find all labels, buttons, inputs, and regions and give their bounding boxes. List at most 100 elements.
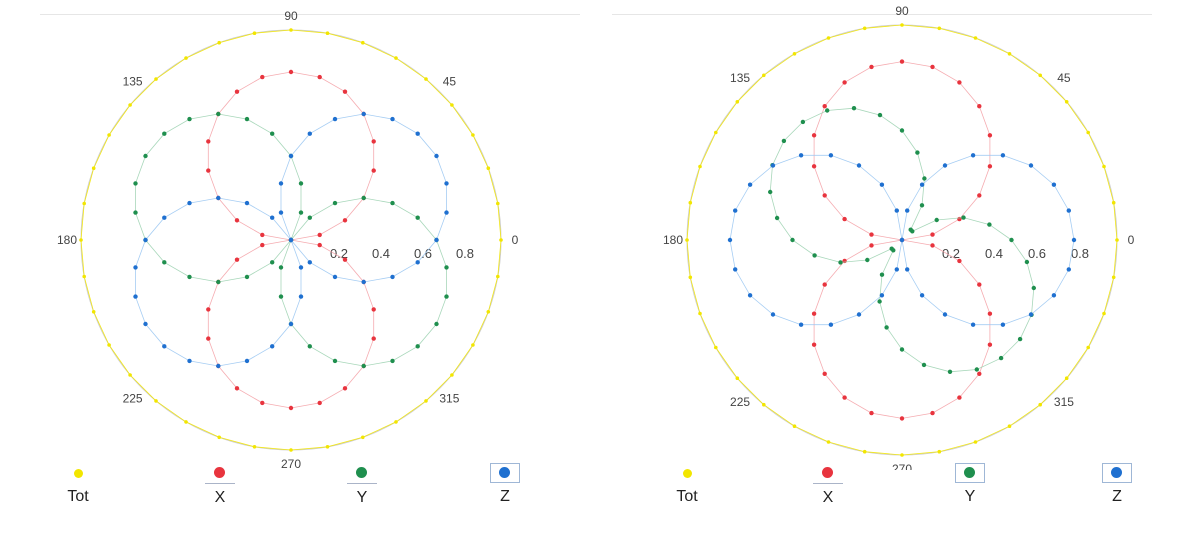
point-y xyxy=(851,106,857,111)
point-tot xyxy=(688,200,693,205)
point-y xyxy=(812,253,817,258)
point-y xyxy=(1031,285,1036,291)
angular-tick-label: 0 xyxy=(1128,233,1135,247)
legend-label-x: X xyxy=(214,489,226,506)
legend-item-x[interactable]: X xyxy=(798,463,858,507)
point-z xyxy=(770,163,776,168)
point-tot xyxy=(496,274,500,279)
legend-label-y: Y xyxy=(356,489,368,506)
point-z xyxy=(288,321,294,327)
point-x xyxy=(842,395,847,400)
point-y xyxy=(1017,336,1023,342)
point-z xyxy=(899,237,905,243)
point-x xyxy=(899,59,905,64)
point-tot xyxy=(973,36,978,40)
point-tot xyxy=(762,73,766,78)
point-x xyxy=(371,307,376,312)
point-y xyxy=(133,210,138,215)
point-tot xyxy=(424,77,428,81)
point-x xyxy=(822,193,827,198)
legend-item-x[interactable]: X xyxy=(190,463,250,507)
point-tot xyxy=(496,201,500,206)
point-x xyxy=(957,395,962,400)
point-y xyxy=(915,150,920,155)
legend-marker-x xyxy=(822,467,833,478)
legend-item-y[interactable]: Y xyxy=(332,463,392,507)
legend-swatch-y xyxy=(347,463,377,484)
point-tot xyxy=(698,311,702,316)
point-z xyxy=(828,322,834,327)
point-x xyxy=(234,89,240,94)
point-z xyxy=(133,265,138,270)
point-z xyxy=(332,116,338,122)
point-tot xyxy=(688,275,693,280)
point-y xyxy=(332,200,338,206)
angular-tick-label: 180 xyxy=(663,233,683,247)
point-tot xyxy=(1086,130,1090,135)
point-tot xyxy=(252,31,257,35)
point-tot xyxy=(154,399,158,403)
point-z xyxy=(270,344,275,349)
point-x xyxy=(342,257,348,262)
radial-tick-label: 0.8 xyxy=(1071,246,1089,261)
point-tot xyxy=(1064,376,1069,381)
point-y xyxy=(162,260,167,265)
legend-swatch-y xyxy=(955,463,985,483)
legend-marker-y xyxy=(964,467,975,478)
point-y xyxy=(361,363,366,369)
point-x xyxy=(234,257,240,262)
point-tot xyxy=(698,164,702,169)
point-tot xyxy=(973,440,978,444)
point-tot xyxy=(325,31,330,35)
legend-item-tot[interactable]: Tot xyxy=(657,463,717,506)
legend-item-z[interactable]: Z xyxy=(475,463,535,506)
point-z xyxy=(1028,163,1034,168)
point-x xyxy=(206,139,211,144)
point-x xyxy=(987,311,993,316)
legend-item-y[interactable]: Y xyxy=(940,463,1000,506)
point-x xyxy=(342,386,348,391)
point-tot xyxy=(424,399,428,403)
point-y xyxy=(162,131,167,136)
point-z xyxy=(905,208,910,213)
radial-tick-label: 0.2 xyxy=(330,246,348,261)
point-x xyxy=(977,282,982,287)
point-x xyxy=(260,400,265,406)
legend-item-tot[interactable]: Tot xyxy=(48,463,108,506)
legend-swatch-z xyxy=(490,463,520,483)
legend-left: Tot X Y Z xyxy=(0,463,590,523)
angular-tick-label: 135 xyxy=(730,71,750,85)
point-y xyxy=(332,358,338,364)
legend-label-tot: Tot xyxy=(67,488,89,505)
point-tot xyxy=(1038,73,1042,78)
point-tot xyxy=(154,77,158,81)
point-y xyxy=(877,112,883,118)
point-tot xyxy=(499,238,503,242)
point-tot xyxy=(325,445,330,449)
point-x xyxy=(977,371,982,376)
legend-label-z: Z xyxy=(1112,488,1122,505)
point-y xyxy=(133,181,138,186)
point-y xyxy=(790,237,795,243)
legend-item-z[interactable]: Z xyxy=(1087,463,1147,506)
point-tot xyxy=(1038,402,1042,407)
point-y xyxy=(444,294,449,299)
point-x xyxy=(842,216,847,222)
point-x xyxy=(206,336,211,341)
point-y xyxy=(961,215,966,220)
point-z xyxy=(390,274,395,280)
point-x xyxy=(260,232,265,238)
point-x xyxy=(869,410,874,416)
point-z xyxy=(434,153,439,159)
point-x xyxy=(317,74,322,80)
point-z xyxy=(798,153,804,158)
point-tot xyxy=(107,343,111,347)
point-tot xyxy=(714,130,718,135)
point-z xyxy=(770,312,776,317)
point-tot xyxy=(862,26,867,31)
polar-plot-right: 0 45 90 135 180 225 270 315 0.2 0.4 0.6 0.8 xyxy=(663,4,1135,470)
legend-label-tot: Tot xyxy=(676,488,698,505)
point-y xyxy=(415,344,420,349)
point-x xyxy=(957,80,962,85)
point-x xyxy=(342,218,348,223)
